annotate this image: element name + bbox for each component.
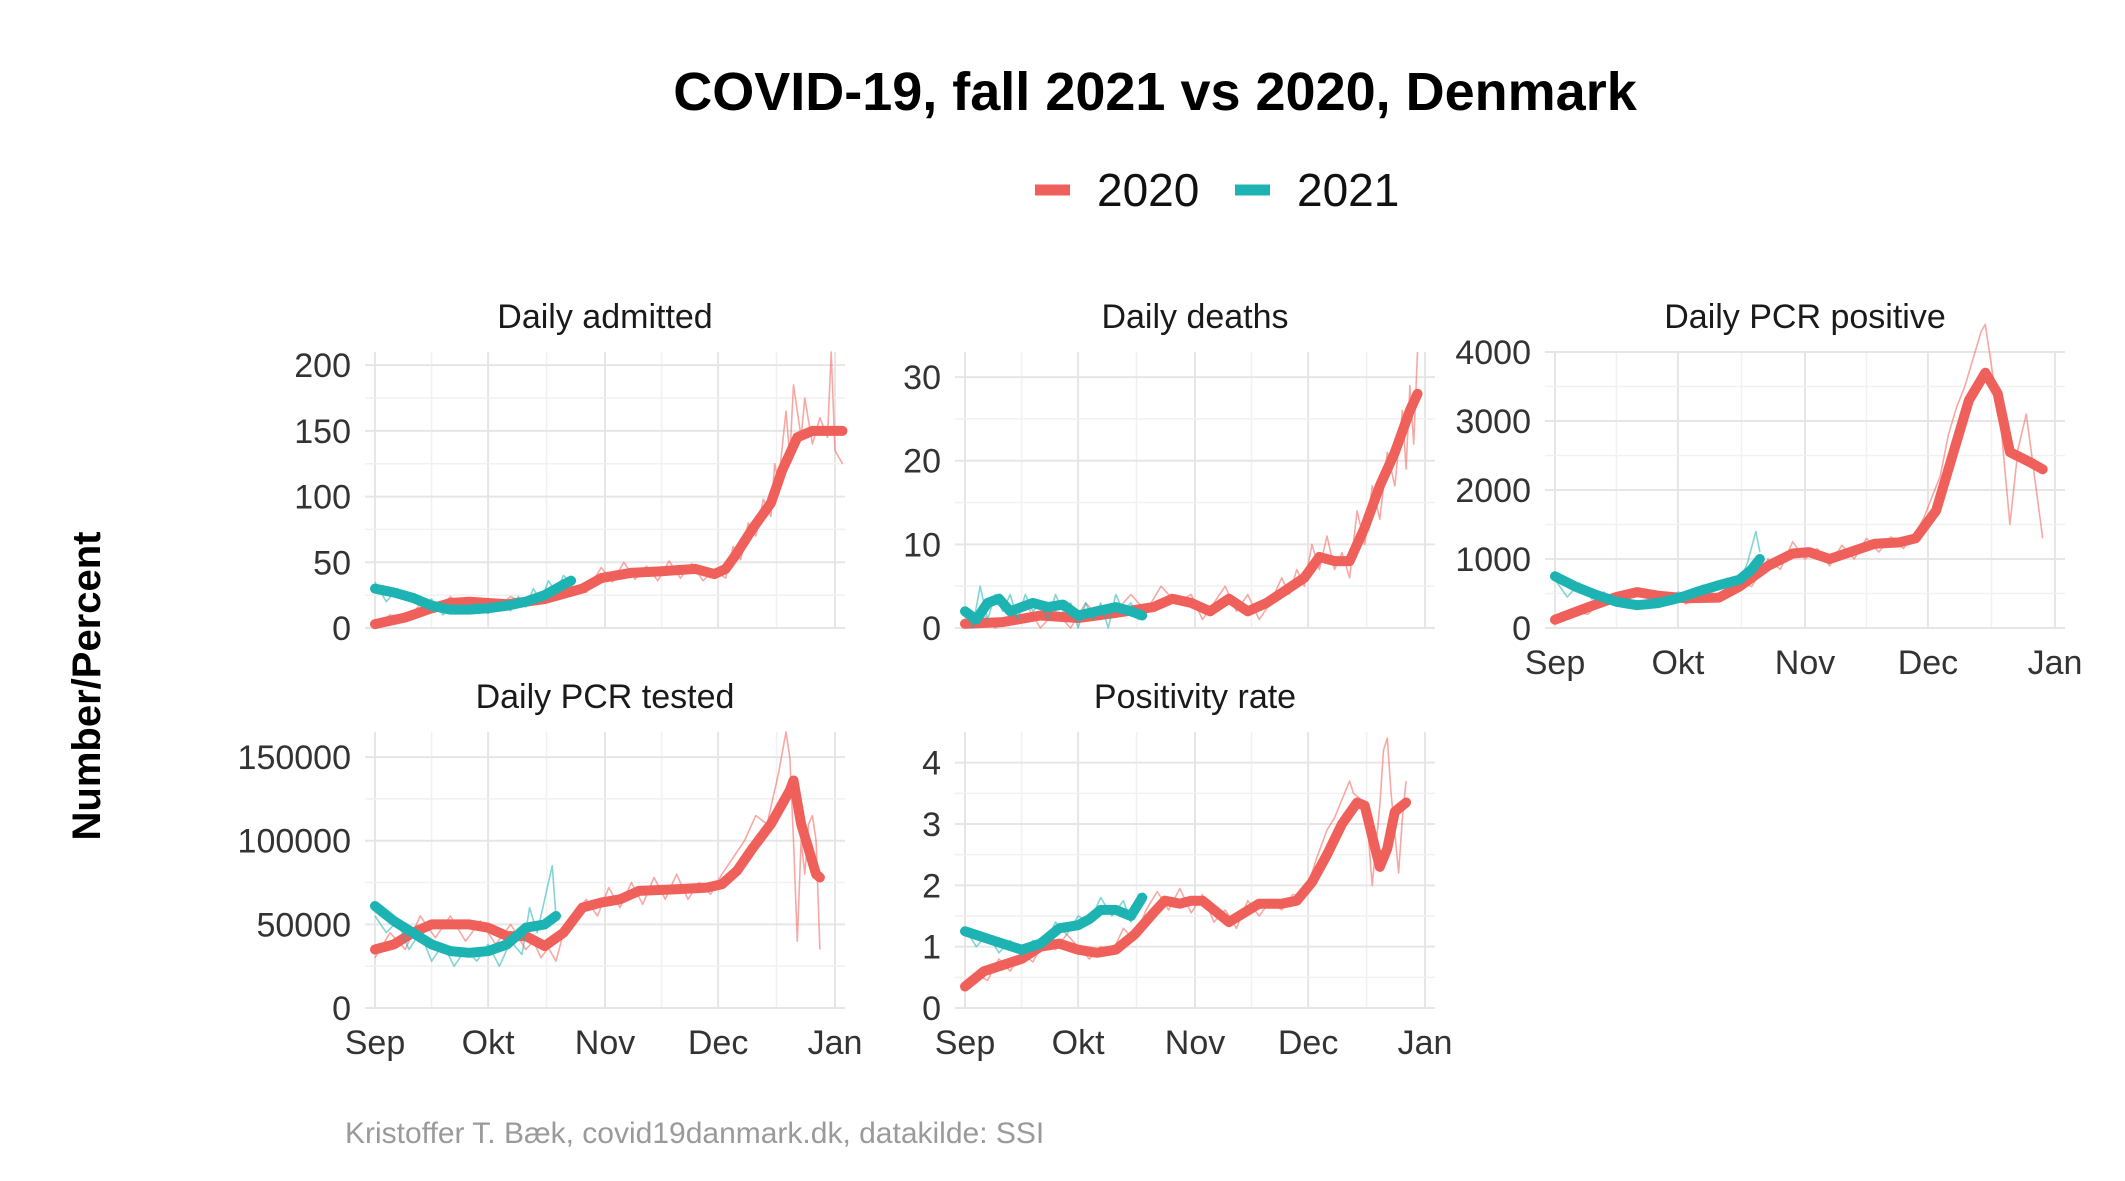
x-tick-label: Jan [808, 1024, 863, 1062]
series-2021-smooth-line [1550, 554, 1765, 611]
x-tick-label: Okt [1651, 644, 1704, 682]
series-2021-raw-line [374, 864, 557, 968]
legend: 2020 2021 [1035, 164, 1399, 216]
panel-daily-pcr-tested: 0 50000 100000 150000 Daily PCR tested Sep Okt… [238, 678, 863, 1062]
x-tick-label: Dec [1278, 1024, 1338, 1062]
y-tick-label: 150000 [238, 739, 351, 777]
panel-title: Daily PCR tested [476, 678, 735, 716]
y-tick-label: 4 [922, 745, 941, 783]
y-axis-title: Number/Percent [65, 532, 109, 841]
series-2021-smooth-line [370, 901, 561, 958]
y-tick-label: 0 [332, 610, 351, 648]
y-tick-label: 2 [922, 867, 941, 905]
caption: Kristoffer T. Bæk, covid19danmark.dk, da… [345, 1117, 1044, 1150]
x-tick-label: Sep [935, 1024, 996, 1062]
series-2021-smooth-line [960, 892, 1148, 955]
y-tick-label: 2000 [1455, 472, 1531, 510]
y-tick-label: 4000 [1455, 334, 1531, 372]
x-tick-label: Okt [462, 1024, 515, 1062]
series-2020-smooth-line [370, 425, 848, 630]
y-tick-label: 1000 [1455, 541, 1531, 579]
panel-daily-pcr-positive: 0 1000 2000 3000 4000 Daily PCR positive Sep Ok… [1455, 298, 2082, 682]
x-tick-label: Nov [1775, 644, 1835, 682]
panel-positivity-rate: 0 1 2 3 4 Positivity rate Sep Okt Nov Dec Jan [922, 678, 1452, 1062]
series-2020-smooth-line [960, 388, 1423, 629]
series-2021-smooth-line [370, 575, 577, 615]
series-2020-smooth-line [1550, 367, 2048, 625]
panel-daily-admitted: 0 50 100 150 200 Daily admitted [294, 298, 848, 648]
y-tick-label: 10 [903, 526, 941, 564]
x-tick-label: Nov [575, 1024, 635, 1062]
panel-daily-deaths: 0 10 20 30 Daily deaths [903, 298, 1435, 648]
panel-title: Daily admitted [497, 298, 712, 336]
chart-title: COVID-19, fall 2021 vs 2020, Denmark [673, 62, 1638, 122]
series-2020-raw-line [964, 351, 1419, 629]
y-tick-label: 3 [922, 806, 941, 844]
y-tick-label: 30 [903, 359, 941, 397]
x-tick-label: Dec [688, 1024, 748, 1062]
series-2020-raw-line [1554, 323, 2044, 622]
x-tick-label: Jan [2028, 644, 2083, 682]
x-tick-label: Jan [1398, 1024, 1453, 1062]
panel-title: Daily deaths [1101, 298, 1288, 336]
y-tick-label: 100 [294, 479, 351, 517]
panel-title: Positivity rate [1094, 678, 1296, 716]
y-tick-label: 50 [313, 544, 351, 582]
x-tick-label: Sep [1525, 644, 1586, 682]
x-tick-label: Dec [1898, 644, 1958, 682]
series-2021-raw-line [964, 585, 1143, 629]
y-tick-label: 0 [332, 990, 351, 1028]
legend-label-2021: 2021 [1297, 164, 1399, 216]
x-tick-label: Okt [1052, 1024, 1105, 1062]
series-2020-smooth-line [960, 797, 1412, 992]
y-tick-label: 1 [922, 929, 941, 967]
y-tick-label: 0 [1512, 610, 1531, 648]
y-tick-label: 150 [294, 413, 351, 451]
y-tick-label: 50000 [256, 906, 351, 944]
y-tick-label: 0 [922, 610, 941, 648]
x-tick-label: Nov [1165, 1024, 1225, 1062]
series-2021-smooth-line [960, 593, 1148, 625]
panel-title: Daily PCR positive [1664, 298, 1946, 336]
y-tick-label: 3000 [1455, 403, 1531, 441]
y-tick-label: 20 [903, 443, 941, 481]
y-tick-label: 200 [294, 347, 351, 385]
y-tick-label: 100000 [238, 823, 351, 861]
x-tick-label: Sep [345, 1024, 406, 1062]
legend-label-2020: 2020 [1097, 164, 1199, 216]
y-tick-label: 0 [922, 990, 941, 1028]
series-2020-smooth-line [370, 775, 825, 955]
